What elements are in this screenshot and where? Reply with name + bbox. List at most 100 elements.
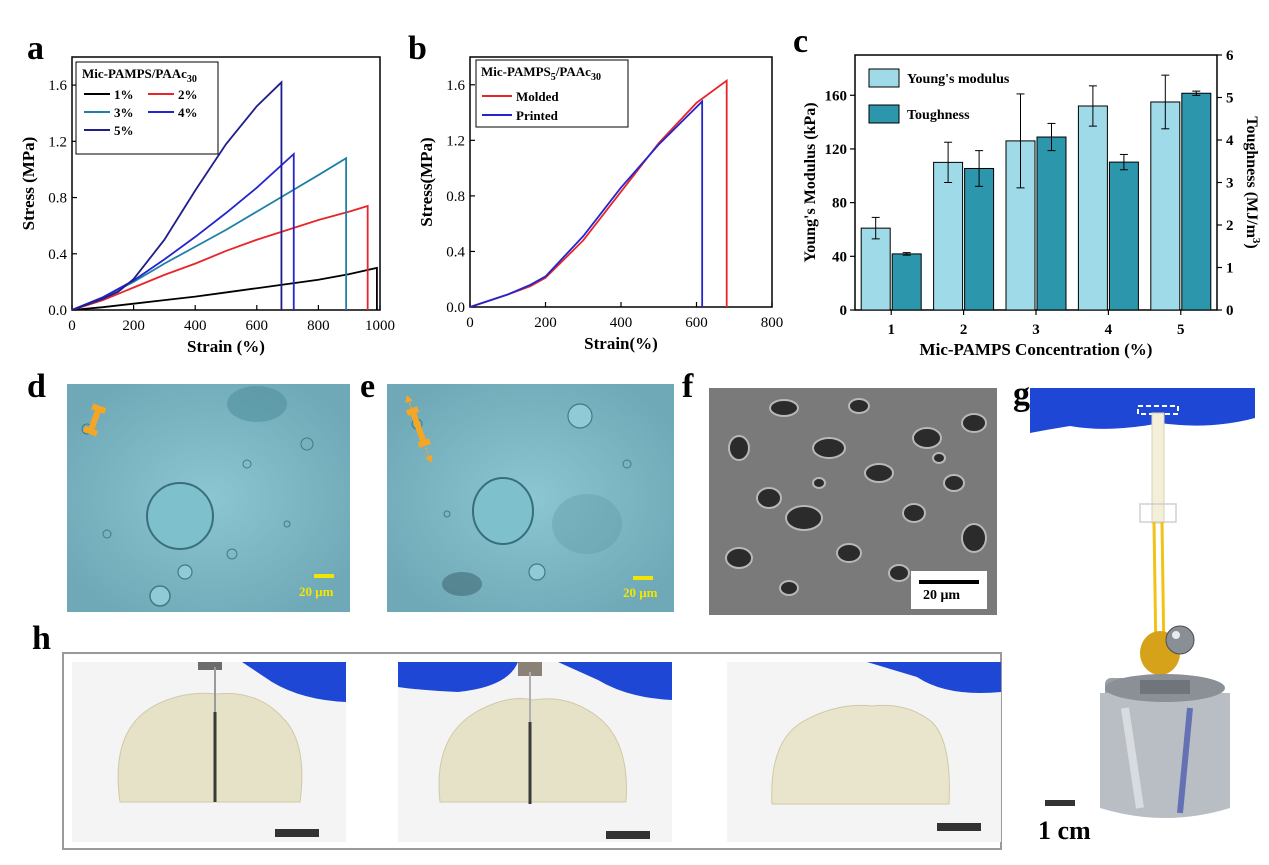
bar	[964, 167, 995, 311]
x-axis-label: Strain (%)	[187, 337, 265, 356]
series-line-Printed	[469, 99, 704, 308]
x-axis-label: Mic-PAMPS Concentration (%)	[920, 340, 1153, 359]
stretched-dogbone-icon	[405, 395, 433, 463]
x-tick-label: 4	[1105, 322, 1113, 338]
micrograph-d: 20 μm	[67, 384, 350, 612]
y-tick-label: 0	[840, 303, 848, 319]
droplet	[472, 477, 534, 545]
series-line-3%	[71, 156, 348, 311]
scale-bar	[606, 831, 650, 839]
x-tick-label: 0	[466, 315, 474, 331]
gel-block	[117, 692, 303, 803]
scale-bar	[633, 576, 653, 580]
gel-strip	[1151, 412, 1165, 524]
scale-bar	[937, 823, 981, 831]
y-right-tick-label: 5	[1226, 91, 1234, 107]
bar	[933, 161, 964, 311]
panel-label-b: b	[408, 30, 427, 67]
y-right-tick-label: 2	[1226, 218, 1234, 234]
bar	[891, 253, 922, 311]
y-axis-label: Stress(MPa)	[417, 137, 436, 226]
y-tick-label: 0.4	[48, 247, 67, 263]
gel-block	[771, 704, 950, 805]
droplet	[146, 482, 214, 550]
legend-label: Young's modulus	[907, 72, 1010, 87]
legend-label: 5%	[114, 123, 134, 138]
glove	[1030, 388, 1255, 433]
y-right-tick-label: 3	[1226, 176, 1234, 192]
scale-label-d: 20 μm	[299, 584, 334, 599]
legend-label: Molded	[516, 89, 559, 104]
y-right-tick-label: 6	[1226, 48, 1234, 64]
panel-label-h: h	[32, 620, 51, 657]
bar	[1150, 101, 1181, 311]
panel-label-e: e	[360, 368, 376, 405]
scale-bar	[314, 574, 334, 578]
y-tick-label: 1.6	[48, 78, 67, 94]
sem-image-f: 20 μm	[709, 388, 997, 615]
scale-bar	[275, 829, 319, 837]
bar	[1181, 92, 1212, 311]
y-tick-label: 80	[832, 196, 847, 212]
x-tick-label: 400	[184, 318, 207, 334]
x-tick-label: 600	[246, 318, 269, 334]
x-tick-label: 400	[610, 315, 633, 331]
y-tick-label: 1.6	[446, 78, 465, 94]
y-tick-label: 1.2	[48, 134, 67, 150]
scale-bar	[919, 580, 979, 584]
panel-label-g: g	[1013, 376, 1030, 413]
series-line-5%	[71, 80, 283, 311]
x-tick-label: 800	[307, 318, 330, 334]
x-tick-label: 0	[68, 318, 76, 334]
y-tick-label: 120	[825, 142, 848, 158]
legend-title: Mic-PAMPS/PAAc30	[82, 66, 197, 85]
chart-c-modulus-toughness: 1 2 3 4 5 0 40 80 120 160 0 1 2 3 4 5 6 Mic-PAMPS Concent…	[802, 48, 1262, 359]
plot-frame	[71, 56, 381, 311]
x-tick-label: 600	[685, 315, 708, 331]
legend-swatch-Young's modulus	[868, 68, 900, 88]
chart-b-molded-vs-printed: 0 200 400 600 800 0.0 0.4 0.8 1.2 1.6 Strain(%) Str…	[417, 56, 784, 353]
legend-label: 4%	[178, 105, 198, 120]
photo-h-healing	[398, 662, 672, 842]
series-line-4%	[71, 151, 295, 311]
y-right-axis-label: Toughness (MJ/m3)	[1243, 116, 1262, 248]
bar	[860, 227, 891, 311]
x-tick-label: 3	[1032, 322, 1040, 338]
x-tick-label: 1	[887, 322, 895, 338]
steel-ball	[1165, 625, 1195, 655]
x-tick-label: 200	[534, 315, 557, 331]
y-tick-label: 40	[832, 249, 847, 265]
y-tick-label: 0.8	[446, 189, 465, 205]
scale-label-e: 20 μm	[623, 585, 658, 600]
x-tick-label: 1000	[365, 318, 395, 334]
y-right-tick-label: 0	[1226, 303, 1234, 319]
scale-label-g: 1 cm	[1038, 816, 1091, 845]
legend-label: 2%	[178, 87, 198, 102]
bar	[1077, 105, 1108, 311]
y-axis-label: Stress (MPa)	[19, 137, 38, 231]
legend-label: 3%	[114, 105, 134, 120]
y-tick-label: 0.4	[446, 244, 465, 260]
scale-bar	[1045, 800, 1075, 806]
bar	[1036, 136, 1067, 311]
y-tick-label: 0.0	[48, 303, 67, 319]
x-tick-label: 2	[960, 322, 968, 338]
y-tick-label: 0.8	[48, 191, 67, 207]
legend-box	[75, 61, 219, 155]
panel-label-d: d	[27, 368, 46, 405]
y-tick-label: 0.0	[446, 300, 465, 316]
panel-h-frame	[62, 652, 1002, 850]
x-tick-label: 800	[761, 315, 784, 331]
chart-a-stress-strain: 0 200 400 600 800 1000 0.0 0.4 0.8 1.2 1.6 Strain (…	[19, 56, 395, 356]
x-tick-label: 5	[1177, 322, 1185, 338]
y-right-tick-label: 1	[1226, 261, 1234, 277]
y-tick-label: 1.2	[446, 133, 465, 149]
legend-label: Toughness	[907, 108, 970, 123]
series-line-2%	[71, 204, 369, 311]
micrograph-e: 20 μm	[387, 384, 674, 612]
bar	[1108, 161, 1139, 311]
legend-label: Printed	[516, 108, 559, 123]
weight	[1100, 674, 1230, 818]
y-right-tick-label: 4	[1226, 133, 1234, 149]
panel-label-c: c	[793, 23, 809, 60]
